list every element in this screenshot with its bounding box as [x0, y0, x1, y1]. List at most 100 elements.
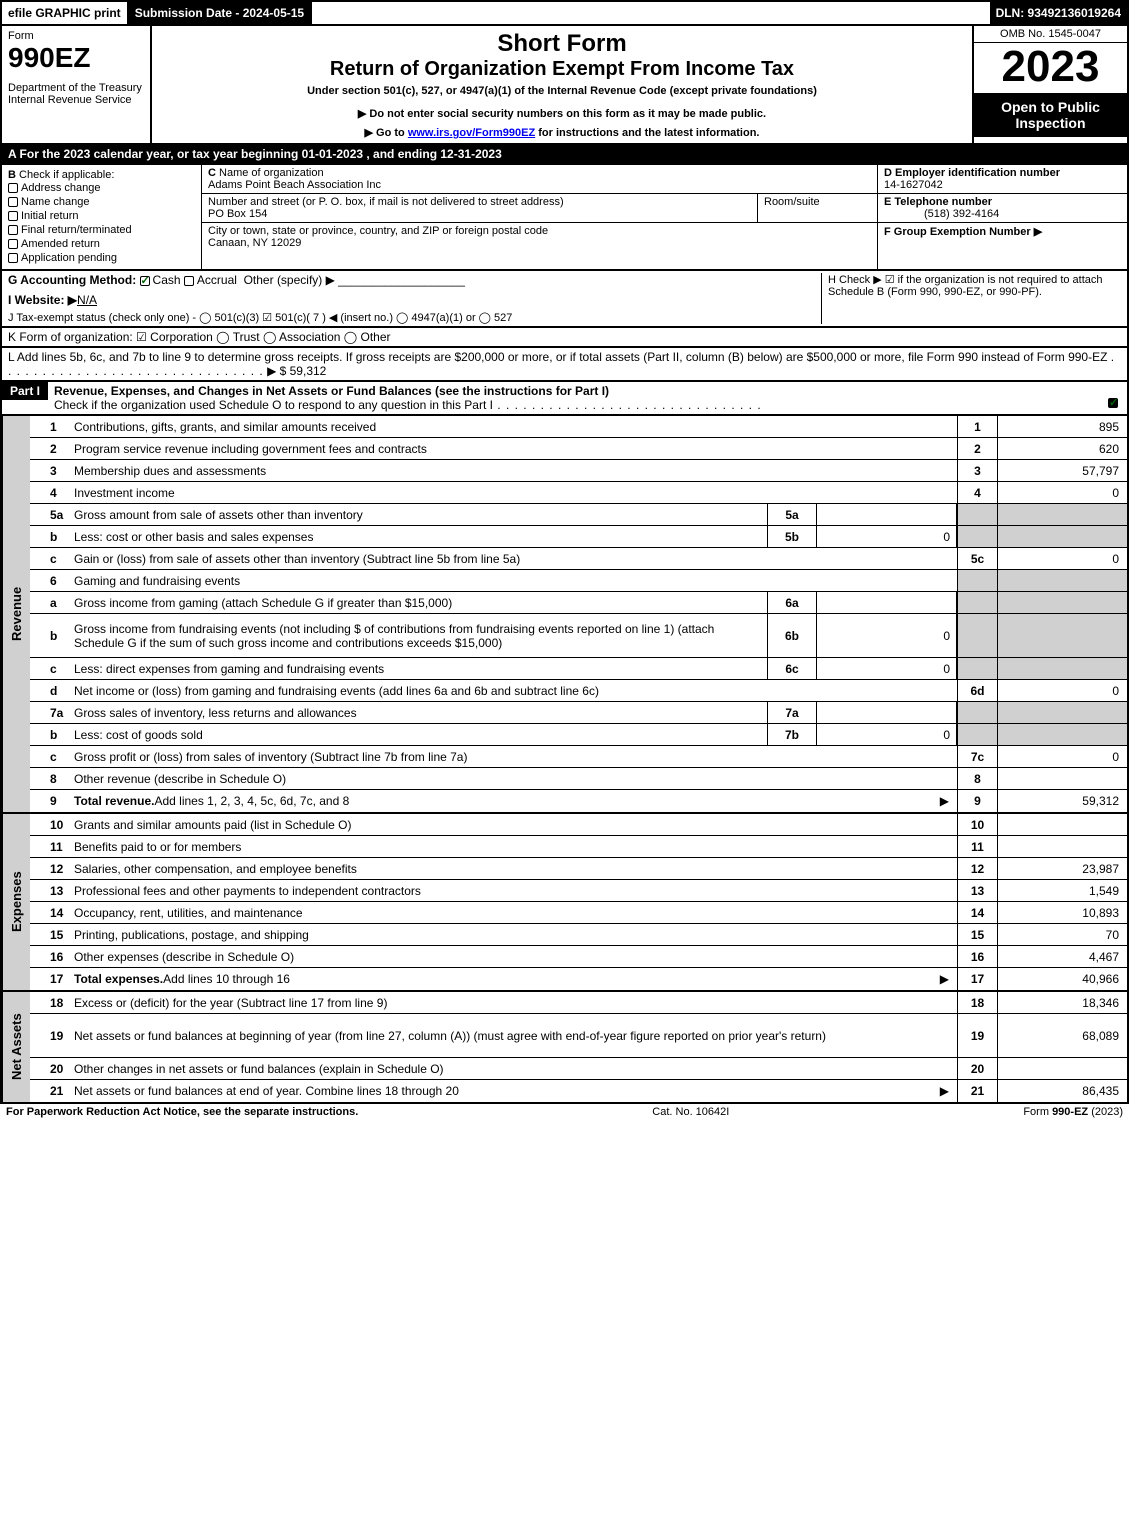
right-line-no: 11 [957, 836, 997, 857]
right-line-no: 6d [957, 680, 997, 701]
right-line-no [957, 526, 997, 547]
other-label: Other (specify) ▶ [244, 273, 335, 287]
final-return-checkbox[interactable] [8, 225, 18, 235]
line-l-text: L Add lines 5b, 6c, and 7b to line 9 to … [8, 350, 1107, 364]
app-pending-label: Application pending [21, 252, 117, 264]
check-applicable: Check if applicable: [19, 169, 114, 181]
line-number: d [30, 680, 70, 701]
amount-value: 0 [997, 680, 1127, 701]
c-name-label: Name of organization [219, 167, 324, 179]
catalog-no: Cat. No. 10642I [652, 1106, 729, 1118]
table-row: bLess: cost or other basis and sales exp… [30, 526, 1127, 548]
line-g-h: G Accounting Method: Cash Accrual Other … [0, 271, 1129, 328]
amount-value: 0 [997, 746, 1127, 767]
line-desc: Net assets or fund balances at beginning… [70, 1014, 957, 1057]
right-line-no: 15 [957, 924, 997, 945]
b-label: B [8, 169, 16, 181]
app-pending-checkbox[interactable] [8, 253, 18, 263]
table-row: 21Net assets or fund balances at end of … [30, 1080, 1127, 1102]
sub-line-no: 6a [767, 592, 817, 613]
table-row: cGross profit or (loss) from sales of in… [30, 746, 1127, 768]
sub-line-no: 7b [767, 724, 817, 745]
phone-value: (518) 392-4164 [884, 208, 999, 220]
section-d-right: D Employer identification number14-16270… [877, 165, 1127, 269]
table-row: bLess: cost of goods sold7b0 [30, 724, 1127, 746]
line-desc: Excess or (deficit) for the year (Subtra… [70, 992, 957, 1013]
line-desc: Printing, publications, postage, and shi… [70, 924, 957, 945]
initial-return-label: Initial return [21, 210, 78, 222]
irs-label: Internal Revenue Service [8, 94, 144, 106]
name-change-label: Name change [21, 196, 90, 208]
line-desc: Membership dues and assessments [70, 460, 957, 481]
line-h: H Check ▶ ☑ if the organization is not r… [821, 273, 1121, 324]
amount-value [997, 814, 1127, 835]
line-number: 18 [30, 992, 70, 1013]
line-desc: Less: cost or other basis and sales expe… [70, 526, 767, 547]
table-row: 5aGross amount from sale of assets other… [30, 504, 1127, 526]
amount-value [997, 658, 1127, 679]
open-public: Open to Public Inspection [974, 93, 1127, 137]
line-desc: Total expenses. Add lines 10 through 16 … [70, 968, 957, 990]
line-number: 4 [30, 482, 70, 503]
line-desc: Grants and similar amounts paid (list in… [70, 814, 957, 835]
line-desc: Gross income from gaming (attach Schedul… [70, 592, 767, 613]
line-desc: Other changes in net assets or fund bala… [70, 1058, 957, 1079]
amount-value: 4,467 [997, 946, 1127, 967]
line-desc: Gross profit or (loss) from sales of inv… [70, 746, 957, 767]
line-desc: Total revenue. Add lines 1, 2, 3, 4, 5c,… [70, 790, 957, 812]
part-i-sub: Check if the organization used Schedule … [54, 398, 493, 412]
accrual-checkbox[interactable] [184, 276, 194, 286]
line-desc: Net assets or fund balances at end of ye… [70, 1080, 957, 1102]
right-line-no: 7c [957, 746, 997, 767]
right-line-no: 20 [957, 1058, 997, 1079]
omb-number: OMB No. 1545-0047 [974, 26, 1127, 43]
line-number: 7a [30, 702, 70, 723]
addr-change-checkbox[interactable] [8, 183, 18, 193]
right-line-no: 4 [957, 482, 997, 503]
form-header: Form 990EZ Department of the Treasury In… [0, 26, 1129, 145]
line-desc: Occupancy, rent, utilities, and maintena… [70, 902, 957, 923]
expenses-table: Expenses 10Grants and similar amounts pa… [0, 814, 1129, 992]
efile-label[interactable]: efile GRAPHIC print [2, 2, 129, 24]
line-desc: Net income or (loss) from gaming and fun… [70, 680, 957, 701]
ssn-warning: ▶ Do not enter social security numbers o… [158, 107, 966, 120]
line-l: L Add lines 5b, 6c, and 7b to line 9 to … [0, 348, 1129, 382]
subtitle: Under section 501(c), 527, or 4947(a)(1)… [158, 85, 966, 97]
sub-value [817, 592, 957, 613]
right-line-no: 5c [957, 548, 997, 569]
expenses-side-label: Expenses [2, 814, 30, 990]
line-number: 3 [30, 460, 70, 481]
line-number: a [30, 592, 70, 613]
line-desc: Benefits paid to or for members [70, 836, 957, 857]
right-line-no: 18 [957, 992, 997, 1013]
e-label: E Telephone number [884, 196, 992, 208]
line-desc: Contributions, gifts, grants, and simila… [70, 416, 957, 437]
line-desc: Gross income from fundraising events (no… [70, 614, 767, 657]
initial-return-checkbox[interactable] [8, 211, 18, 221]
line-a: A For the 2023 calendar year, or tax yea… [0, 145, 1129, 165]
amount-value [997, 592, 1127, 613]
final-return-label: Final return/terminated [21, 224, 132, 236]
amount-value: 23,987 [997, 858, 1127, 879]
city-value: Canaan, NY 12029 [208, 237, 301, 249]
line-number: 14 [30, 902, 70, 923]
irs-link[interactable]: www.irs.gov/Form990EZ [408, 127, 535, 139]
schedule-o-checkbox[interactable] [1108, 398, 1118, 408]
f-label: F Group Exemption Number ▶ [884, 226, 1042, 238]
amended-checkbox[interactable] [8, 239, 18, 249]
name-change-checkbox[interactable] [8, 197, 18, 207]
right-line-no: 12 [957, 858, 997, 879]
line-number: b [30, 526, 70, 547]
table-row: 6Gaming and fundraising events [30, 570, 1127, 592]
sub-value: 0 [817, 526, 957, 547]
right-line-no: 8 [957, 768, 997, 789]
section-b-left: B Check if applicable: Address change Na… [2, 165, 202, 269]
amount-value: 0 [997, 548, 1127, 569]
part-i-title: Revenue, Expenses, and Changes in Net As… [54, 384, 609, 398]
cash-checkbox[interactable] [140, 276, 150, 286]
table-row: 4Investment income40 [30, 482, 1127, 504]
line-k: K Form of organization: ☑ Corporation ◯ … [0, 328, 1129, 348]
part-i-label: Part I [2, 382, 48, 400]
amount-value: 10,893 [997, 902, 1127, 923]
c-label: C [208, 167, 216, 179]
